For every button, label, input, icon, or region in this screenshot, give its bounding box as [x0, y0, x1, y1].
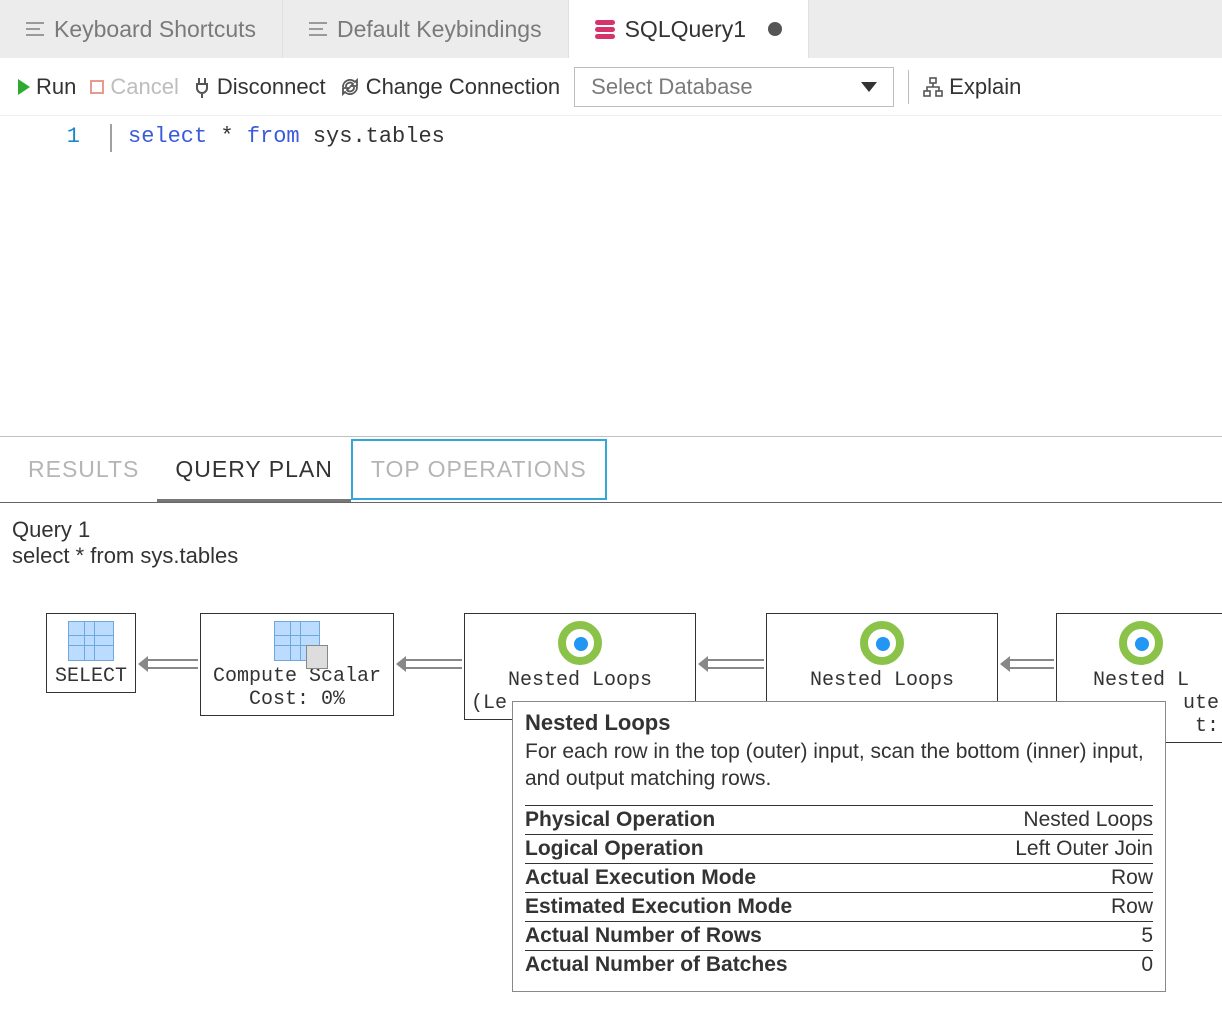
change-connection-label: Change Connection — [366, 74, 560, 100]
line-number: 1 — [67, 124, 80, 149]
node-cost: Cost: 0% — [249, 688, 345, 711]
tooltip-row-label: Logical Operation — [525, 837, 704, 861]
tooltip-title: Nested Loops — [525, 710, 1153, 736]
tooltip-description: For each row in the top (outer) input, s… — [525, 738, 1153, 793]
explain-label: Explain — [949, 74, 1021, 100]
tab-results[interactable]: RESULTS — [10, 437, 157, 502]
tooltip-row-label: Actual Number of Batches — [525, 953, 788, 977]
tab-query-plan-label: QUERY PLAN — [175, 456, 332, 483]
tab-top-operations-label: TOP OPERATIONS — [371, 456, 587, 483]
tooltip-row: Actual Number of Rows 5 — [525, 921, 1153, 950]
tooltip-row: Estimated Execution Mode Row — [525, 892, 1153, 921]
cursor-icon — [110, 124, 112, 152]
kw-select: select — [128, 124, 207, 149]
tooltip-rows: Physical OperationNested LoopsLogical Op… — [525, 805, 1153, 979]
tooltip-row-label: Actual Number of Rows — [525, 924, 762, 948]
tab-label: Default Keybindings — [337, 16, 542, 43]
tooltip-row: Physical Operation Nested Loops — [525, 805, 1153, 834]
code-line[interactable]: select * from sys.tables — [110, 124, 445, 149]
disconnect-button[interactable]: Disconnect — [193, 74, 326, 100]
plan-node-compute-scalar[interactable]: Compute Scalar Cost: 0% — [200, 613, 394, 716]
node-sub: (Le — [471, 692, 507, 715]
database-select-placeholder: Select Database — [591, 74, 752, 100]
loop-icon — [1119, 621, 1163, 665]
play-icon — [18, 79, 30, 95]
dirty-indicator-icon — [768, 22, 782, 36]
plan-tooltip: Nested Loops For each row in the top (ou… — [512, 701, 1166, 992]
node-label: Nested Loops — [508, 669, 652, 692]
tooltip-row-label: Physical Operation — [525, 808, 715, 832]
arrow-icon — [406, 659, 462, 669]
results-panel: RESULTS QUERY PLAN TOP OPERATIONS Query … — [0, 436, 1222, 1014]
tab-label: Keyboard Shortcuts — [54, 16, 256, 43]
table-icon — [68, 621, 114, 661]
node-sub: ute — [1183, 692, 1219, 715]
change-connection-button[interactable]: Change Connection — [340, 74, 560, 100]
editor-tabs: Keyboard Shortcuts Default Keybindings S… — [0, 0, 1222, 58]
arrow-icon — [148, 659, 198, 669]
tooltip-row-value: Nested Loops — [1023, 808, 1153, 832]
node-label: SELECT — [55, 665, 127, 688]
tooltip-row: Actual Execution Mode Row — [525, 863, 1153, 892]
tab-label: SQLQuery1 — [625, 16, 746, 43]
query-text: select * from sys.tables — [12, 543, 1210, 569]
database-select[interactable]: Select Database — [574, 67, 894, 107]
plan-node-select[interactable]: SELECT — [46, 613, 136, 693]
tab-sqlquery1[interactable]: SQLQuery1 — [569, 0, 809, 58]
node-label: Compute Scalar — [213, 665, 381, 688]
refresh-icon — [340, 77, 360, 97]
node-sub2: t: — [1195, 715, 1219, 738]
tab-top-operations[interactable]: TOP OPERATIONS — [351, 439, 607, 500]
loop-icon — [860, 621, 904, 665]
stop-icon — [90, 80, 104, 94]
cancel-label: Cancel — [110, 74, 178, 100]
tooltip-row-value: Row — [1111, 866, 1153, 890]
tooltip-row: Actual Number of Batches 0 — [525, 950, 1153, 979]
query-header: Query 1 select * from sys.tables — [0, 503, 1222, 571]
tooltip-row-value: Row — [1111, 895, 1153, 919]
node-label: Nested L — [1093, 669, 1189, 692]
disconnect-label: Disconnect — [217, 74, 326, 100]
query-label: Query 1 — [12, 517, 1210, 543]
database-icon — [595, 20, 615, 39]
arrow-icon — [1010, 659, 1054, 669]
run-button[interactable]: Run — [18, 74, 76, 100]
tok-star: * — [220, 124, 246, 149]
cancel-button[interactable]: Cancel — [90, 74, 178, 100]
chevron-down-icon — [861, 82, 877, 92]
table-calc-icon — [274, 621, 320, 661]
tab-default-keybindings[interactable]: Default Keybindings — [283, 0, 569, 58]
kw-from: from — [247, 124, 300, 149]
run-label: Run — [36, 74, 76, 100]
list-icon — [26, 22, 44, 36]
explain-button[interactable]: Explain — [923, 74, 1021, 100]
loop-icon — [558, 621, 602, 665]
tab-results-label: RESULTS — [28, 456, 139, 483]
sql-editor[interactable]: 1 select * from sys.tables — [0, 116, 1222, 149]
divider — [908, 70, 909, 104]
explain-icon — [923, 77, 943, 97]
tab-keyboard-shortcuts[interactable]: Keyboard Shortcuts — [0, 0, 283, 58]
arrow-icon — [708, 659, 764, 669]
tooltip-row-label: Estimated Execution Mode — [525, 895, 792, 919]
line-gutter: 1 — [0, 124, 110, 149]
sql-toolbar: Run Cancel Disconnect Change Connection … — [0, 58, 1222, 116]
tooltip-row-value: Left Outer Join — [1015, 837, 1153, 861]
node-label: Nested Loops — [810, 669, 954, 692]
disconnect-icon — [193, 76, 211, 98]
tab-query-plan[interactable]: QUERY PLAN — [157, 437, 350, 502]
tooltip-row-value: 0 — [1141, 953, 1153, 977]
tok-table: sys.tables — [313, 124, 445, 149]
results-tabs: RESULTS QUERY PLAN TOP OPERATIONS — [0, 437, 1222, 503]
plan-canvas[interactable]: SELECT Compute Scalar Cost: 0% Nested Lo… — [0, 601, 1222, 1001]
tooltip-row-value: 5 — [1141, 924, 1153, 948]
tooltip-row-label: Actual Execution Mode — [525, 866, 756, 890]
tooltip-row: Logical Operation Left Outer Join — [525, 834, 1153, 863]
list-icon — [309, 22, 327, 36]
